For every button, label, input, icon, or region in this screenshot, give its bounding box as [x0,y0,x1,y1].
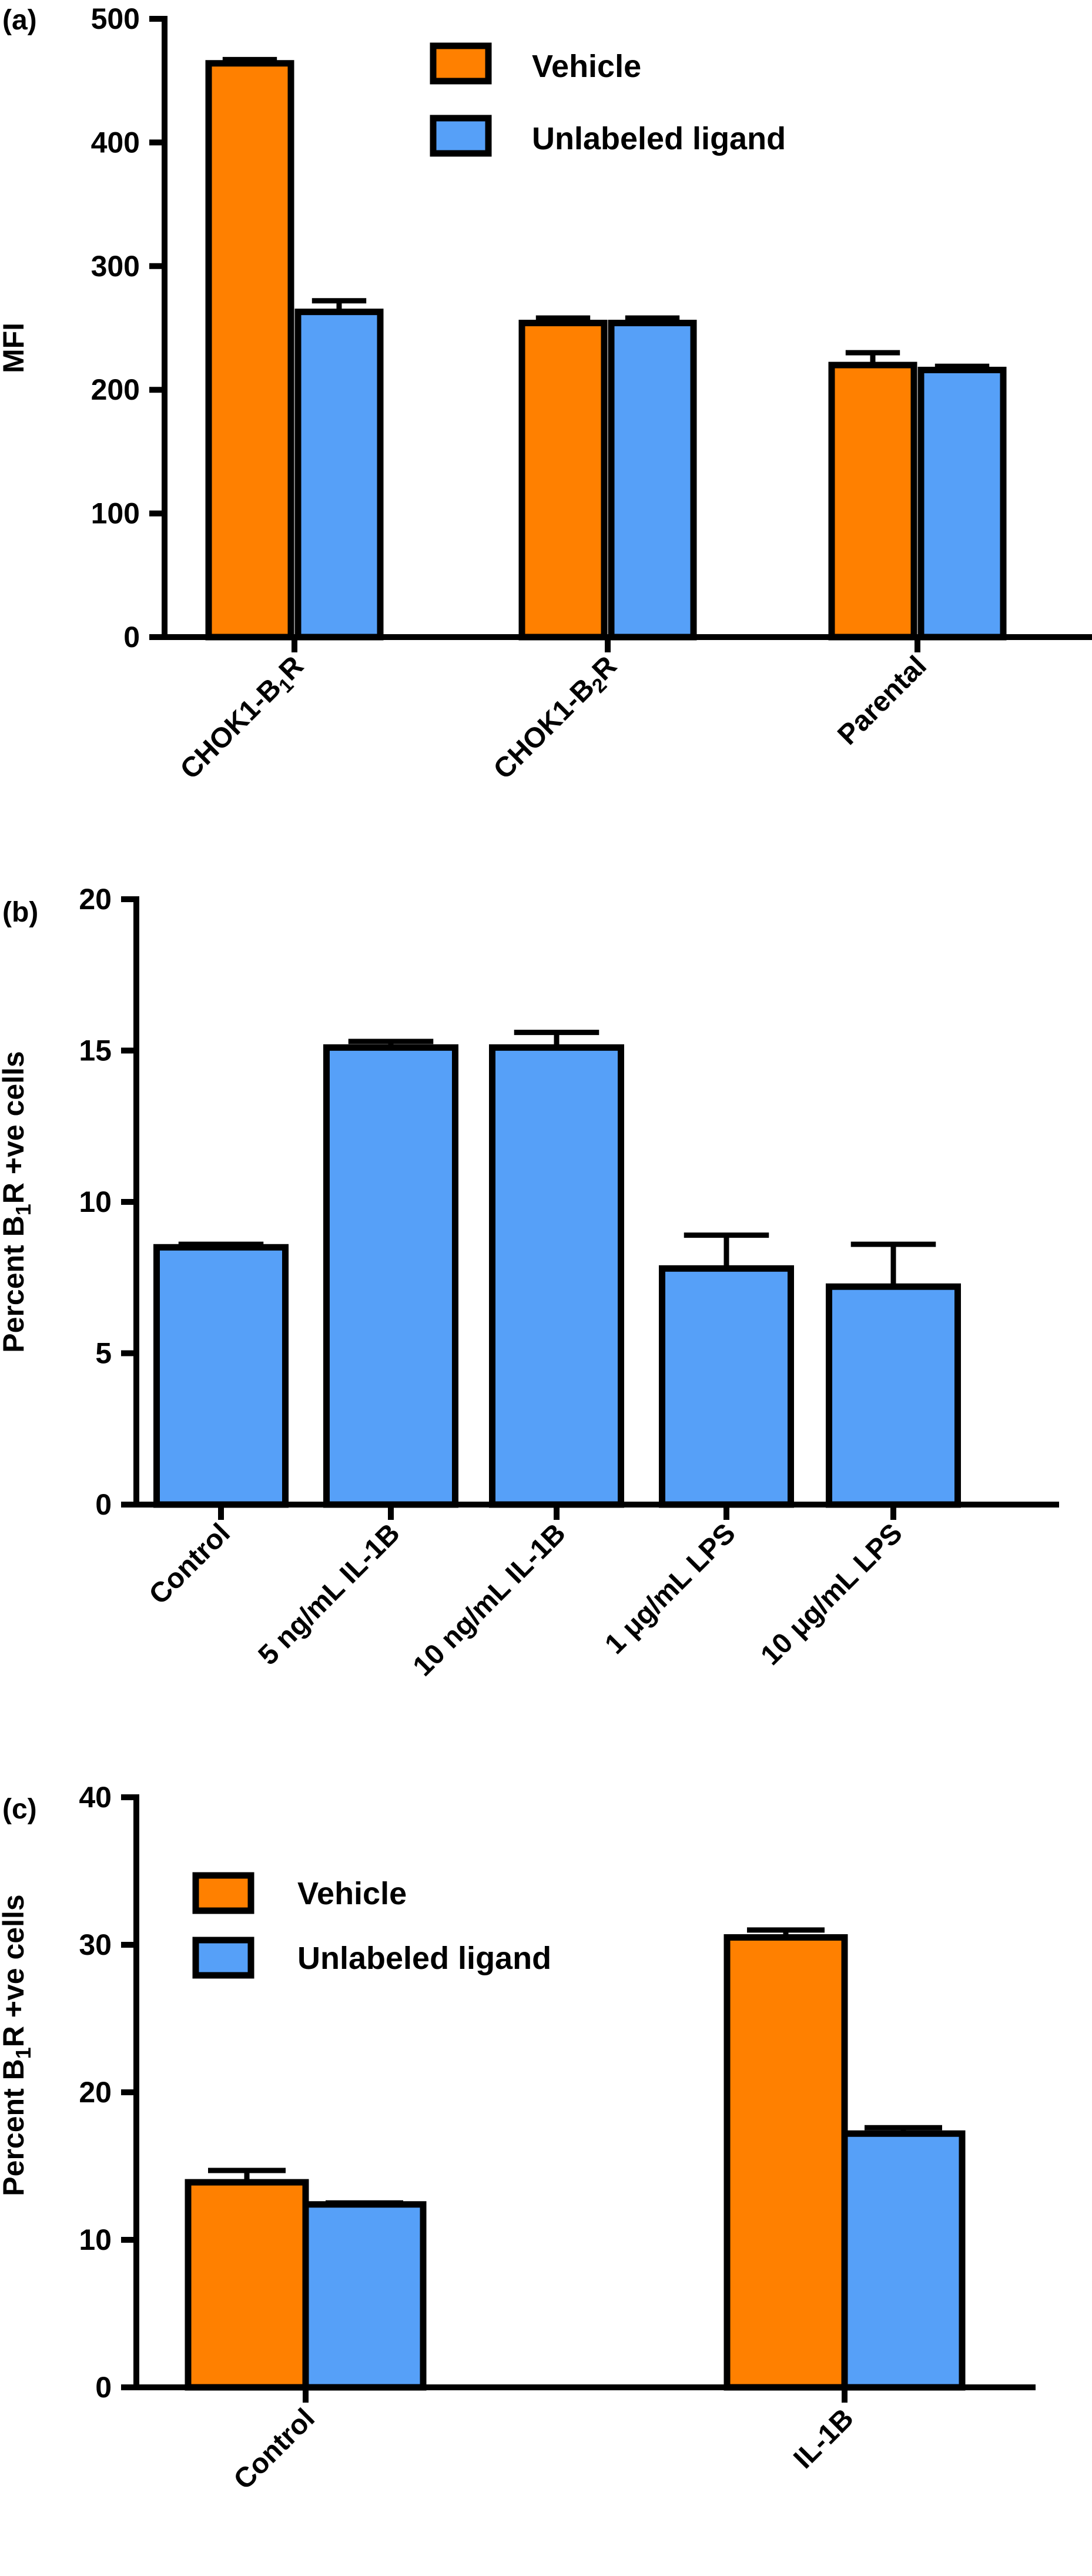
x-tick-label: Parental [832,650,932,751]
bar [489,1044,624,1508]
x-tick-label: CHOK1-B2R [488,650,626,788]
x-tick-label: IL-1B [788,2403,859,2474]
bar [917,367,1007,641]
y-tick-label: 100 [91,497,140,530]
x-tick-label: CHOK1-B1R [175,650,313,788]
bar [841,2130,966,2391]
y-tick-label: 400 [91,126,140,159]
y-tick-label: 0 [95,2371,112,2404]
y-tick-label: 5 [95,1337,112,1370]
y-tick-label: 200 [91,373,140,406]
y-tick-label: 300 [91,250,140,283]
bar [185,2179,309,2391]
legend-swatch-ligand [430,115,492,157]
bar [826,1283,961,1508]
legend-swatch-ligand [192,1937,254,1979]
panel-a-legend: Vehicle Unlabeled ligand [430,42,786,157]
y-tick-label: 0 [123,621,140,654]
bar [323,1044,458,1508]
y-tick-label: 40 [79,1781,112,1814]
bar [294,309,384,641]
bar [659,1265,794,1508]
panel-a-label: (a) [2,5,37,36]
bar [518,320,608,641]
x-tick-label: Control [143,1518,236,1610]
y-tick-label: 500 [91,2,140,35]
panel-a-bars [205,56,1007,641]
y-tick-label: 20 [79,883,112,916]
x-tick-label: 10 ng/mL IL-1B [407,1518,572,1682]
y-tick-label: 15 [79,1034,112,1067]
legend-swatch-vehicle [430,42,492,85]
panel-c: (c) Percent B1R +ve cells 0 10 20 30 40 Cont… [0,1781,1036,2495]
bar [153,1244,289,1508]
panel-b-bars [153,1030,961,1508]
panel-c-y-axis-title: Percent B1R +ve cells [0,1894,35,2196]
legend-label-ligand: Unlabeled ligand [532,121,786,156]
y-tick-label: 10 [79,2223,112,2256]
x-tick-label: 5 ng/mL IL-1B [253,1518,406,1671]
panel-a-y-axis-title: MFI [0,323,30,373]
panel-b-y-axis-title: Percent B1R +ve cells [0,1051,35,1352]
y-tick-label: 10 [79,1185,112,1218]
legend-label-vehicle: Vehicle [297,1876,407,1911]
x-tick-label: Control [228,2403,321,2495]
panel-b-label: (b) [2,897,38,928]
bar [828,361,917,641]
y-tick-label: 20 [79,2076,112,2109]
panel-c-x-tick-labels: Control IL-1B [228,2403,860,2495]
panel-c-label: (c) [2,1794,37,1825]
y-tick-label: 30 [79,1928,112,1961]
panel-c-bars [185,1927,966,2391]
x-tick-label: 1 μg/mL LPS [599,1518,741,1660]
bar [608,320,697,641]
panel-b: (b) Percent B1R +ve cells 0 5 10 15 20 Contr… [0,883,1059,1682]
panel-c-legend: Vehicle Unlabeled ligand [192,1872,551,1979]
bar [205,60,294,641]
legend-label-ligand: Unlabeled ligand [297,1941,551,1976]
bar [723,1934,848,2391]
bar [302,2201,427,2391]
y-tick-label: 0 [95,1488,112,1521]
x-tick-label: 10 μg/mL LPS [755,1518,908,1671]
panel-a-x-tick-labels: CHOK1-B1R CHOK1-B2R Parental [175,650,933,788]
legend-swatch-vehicle [192,1872,254,1914]
legend-label-vehicle: Vehicle [532,49,641,84]
panel-b-x-tick-labels: Control 5 ng/mL IL-1B 10 ng/mL IL-1B 1 μg/m… [143,1518,909,1682]
